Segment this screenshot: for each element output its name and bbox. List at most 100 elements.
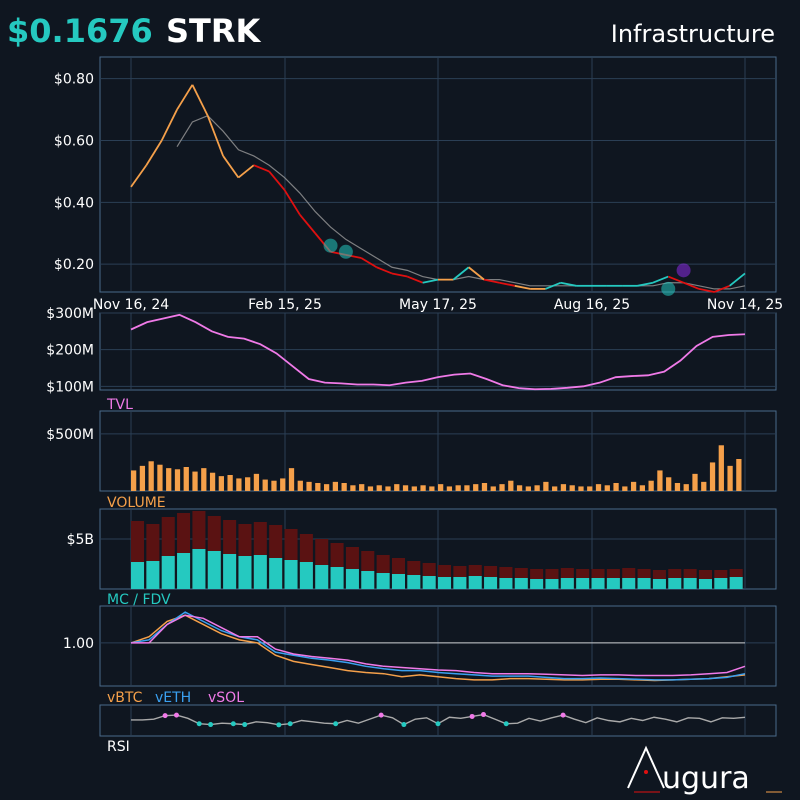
signal-marker bbox=[338, 244, 353, 259]
volume-bar bbox=[683, 484, 689, 491]
volume-bar bbox=[630, 481, 637, 491]
mc-bar bbox=[253, 555, 267, 589]
mc-bar bbox=[376, 573, 390, 589]
volume-bar bbox=[473, 484, 479, 491]
volume-bar bbox=[359, 484, 365, 491]
tvl-line bbox=[130, 313, 746, 391]
price-segment bbox=[683, 281, 700, 290]
volume-bar bbox=[341, 483, 347, 491]
volume-bar bbox=[604, 485, 610, 491]
tvl-tick-label: $100M bbox=[46, 379, 94, 395]
volume-bar bbox=[323, 484, 330, 491]
moving-average-line bbox=[176, 115, 746, 290]
volume-label: VOLUME bbox=[107, 495, 166, 511]
volume-bar bbox=[192, 471, 198, 491]
signal-marker bbox=[676, 263, 691, 278]
price-segment bbox=[283, 189, 301, 216]
price-segment bbox=[222, 155, 240, 179]
volume-bar bbox=[139, 465, 146, 491]
mc-bar bbox=[729, 577, 743, 589]
mc-bar bbox=[484, 577, 498, 589]
rsi-oversold-dot bbox=[333, 721, 339, 727]
price-tick-label: $0.60 bbox=[54, 133, 94, 149]
tvl-label: TVL bbox=[106, 397, 133, 413]
volume-bar bbox=[578, 486, 584, 491]
mc-bar bbox=[606, 578, 620, 589]
volume-bar bbox=[639, 485, 646, 491]
brand-name: ugura bbox=[662, 761, 750, 796]
price-segment bbox=[729, 272, 746, 287]
volume-bar bbox=[315, 483, 321, 491]
volume-bar bbox=[499, 484, 505, 491]
mc-bar bbox=[407, 575, 421, 589]
volume-bar bbox=[543, 481, 549, 491]
mc-bar bbox=[668, 578, 682, 589]
volume-bar bbox=[183, 467, 189, 491]
volume-bar bbox=[657, 470, 663, 491]
volume-bar bbox=[332, 481, 339, 491]
mc-bar bbox=[238, 556, 252, 589]
price-segment bbox=[130, 164, 148, 188]
mc-bar bbox=[299, 562, 313, 589]
mc-bar bbox=[683, 578, 697, 589]
volume-bar bbox=[534, 485, 540, 491]
tvl-tick-label: $200M bbox=[46, 343, 94, 359]
price-segment bbox=[483, 278, 500, 284]
rsi-oversold-dot bbox=[242, 722, 248, 728]
volume-bar bbox=[587, 486, 593, 491]
volume-tick-label: $500M bbox=[46, 427, 94, 443]
rsi-series bbox=[131, 712, 746, 728]
volume-bar bbox=[131, 470, 137, 491]
mc-bar bbox=[560, 578, 574, 589]
volume-bar bbox=[253, 473, 260, 491]
price-segment bbox=[206, 115, 224, 157]
rsi-oversold-dot bbox=[230, 721, 236, 727]
price-tick-label: $0.40 bbox=[54, 195, 94, 211]
price-segment bbox=[160, 109, 178, 141]
date-tick-label: Feb 15, 25 bbox=[248, 297, 322, 313]
volume-bar bbox=[148, 461, 154, 491]
volume-bar bbox=[201, 468, 207, 491]
price-segment bbox=[176, 84, 194, 111]
volume-bar bbox=[490, 486, 496, 491]
volume-bar bbox=[306, 481, 312, 491]
volume-bar bbox=[367, 486, 374, 491]
price-segment bbox=[667, 275, 684, 284]
axis-labels: $0.80 $0.60 $0.40 $0.20 Nov 16, 24 Feb 15, 25… bbox=[46, 72, 783, 652]
volume-bar bbox=[420, 485, 426, 491]
mc-bar bbox=[622, 578, 636, 589]
relative-tick-label: 1.00 bbox=[63, 636, 94, 652]
price-segment bbox=[560, 281, 577, 287]
volume-bar bbox=[464, 485, 470, 491]
mc-bar bbox=[269, 558, 283, 589]
mc-bar bbox=[345, 569, 359, 589]
volume-bar bbox=[560, 484, 567, 491]
volume-bar bbox=[236, 478, 242, 491]
volume-bar bbox=[157, 464, 163, 491]
price-segment bbox=[713, 284, 730, 293]
mc-bar bbox=[514, 578, 528, 589]
price-segment bbox=[422, 278, 439, 284]
volume-bar bbox=[701, 481, 707, 491]
volume-bar bbox=[209, 472, 216, 491]
rsi-oversold-dot bbox=[276, 722, 282, 728]
header: $0.1676 STRK Infrastructure bbox=[0, 0, 800, 56]
volume-bar bbox=[692, 473, 698, 491]
signal-marker bbox=[661, 281, 676, 296]
current-price: $0.1676 bbox=[7, 12, 153, 50]
price-segment bbox=[145, 140, 163, 166]
price-segment bbox=[191, 84, 209, 117]
mc-bar bbox=[698, 579, 712, 589]
volume-bar bbox=[402, 485, 409, 491]
volume-bar bbox=[648, 480, 654, 491]
price-segment bbox=[253, 164, 270, 173]
legend-veth: vETH bbox=[155, 690, 191, 706]
augura-logo: ugura bbox=[627, 745, 782, 796]
price-segment bbox=[698, 288, 715, 293]
rsi-label: RSI bbox=[107, 739, 130, 755]
volume-bar bbox=[552, 486, 558, 491]
volume-bar bbox=[736, 459, 742, 491]
price-segment bbox=[360, 257, 378, 269]
volume-bar bbox=[350, 485, 356, 491]
mc-bar bbox=[284, 560, 298, 589]
